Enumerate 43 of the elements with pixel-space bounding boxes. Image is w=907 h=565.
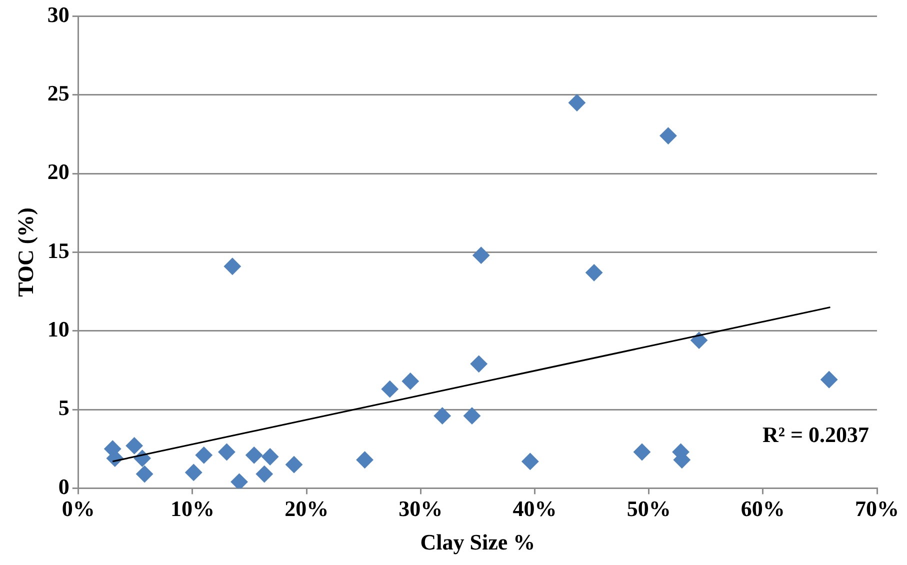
point — [126, 437, 143, 454]
y-tick-label: 5 — [58, 395, 70, 420]
point — [356, 451, 374, 468]
x-tick-label: 20% — [284, 496, 329, 522]
point — [185, 464, 202, 481]
point — [256, 466, 273, 483]
point — [690, 332, 708, 349]
y-tick-label: 10 — [47, 316, 70, 342]
x-tick-label: 50% — [626, 496, 671, 522]
point — [470, 355, 488, 372]
y-tick-label: 30 — [47, 2, 70, 27]
point — [224, 258, 241, 275]
point — [660, 127, 677, 144]
x-tick-label: 70% — [855, 496, 899, 522]
point — [472, 246, 490, 264]
y-tick-label: 15 — [47, 238, 70, 263]
point — [230, 473, 248, 488]
point — [136, 466, 154, 483]
point — [402, 372, 419, 390]
point — [262, 448, 279, 466]
y-tick-label: 25 — [47, 80, 70, 106]
point — [286, 456, 303, 474]
point — [195, 446, 212, 464]
point — [434, 407, 451, 424]
point — [381, 380, 398, 398]
y-tick-label: 0 — [58, 474, 70, 499]
x-tick-label: 10% — [170, 496, 214, 522]
x-tick-label: 60% — [740, 496, 785, 522]
y-tick-label: 20 — [47, 159, 70, 184]
point — [633, 444, 650, 461]
point — [246, 446, 263, 464]
point — [522, 452, 539, 470]
x-tick-label: 40% — [512, 496, 557, 522]
annotation: R² = 0.2037 — [762, 422, 869, 447]
x-axis-title: Clay Size % — [420, 529, 536, 554]
point — [463, 407, 480, 424]
y-axis-title: TOC (%) — [12, 207, 38, 297]
point — [218, 444, 236, 461]
point — [820, 371, 838, 388]
x-tick-label: 0% — [62, 496, 95, 522]
point — [586, 264, 603, 282]
point — [568, 94, 586, 112]
x-tick-label: 30% — [398, 496, 443, 522]
